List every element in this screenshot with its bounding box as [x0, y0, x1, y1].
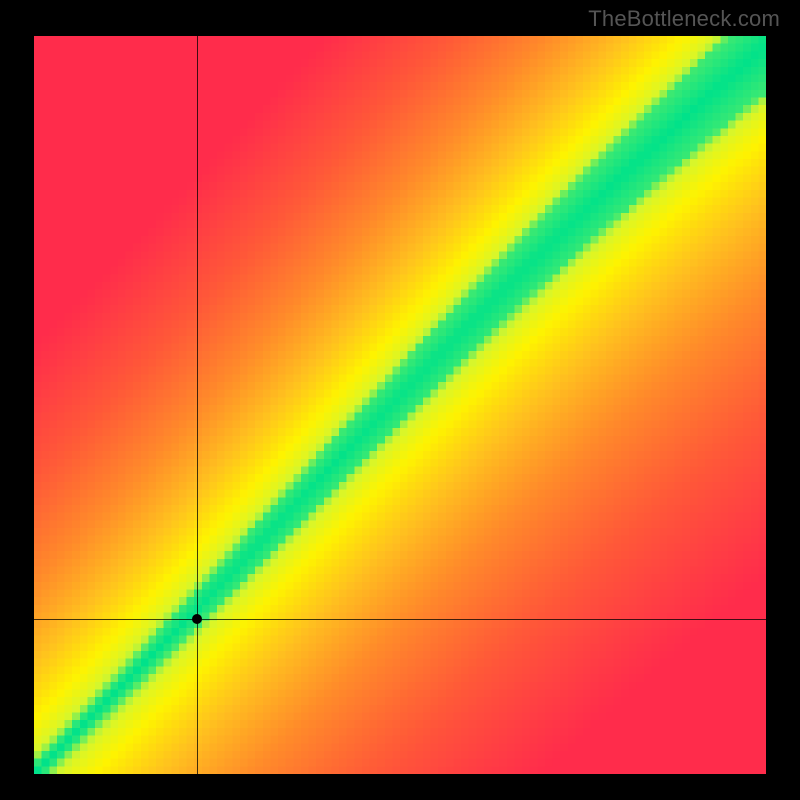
attribution-text: TheBottleneck.com: [588, 6, 780, 32]
chart-container: TheBottleneck.com: [0, 0, 800, 800]
selected-point-marker: [192, 614, 202, 624]
heatmap-canvas: [34, 36, 766, 774]
plot-frame: [34, 36, 766, 774]
crosshair-vertical: [197, 36, 198, 774]
crosshair-horizontal: [34, 619, 766, 620]
